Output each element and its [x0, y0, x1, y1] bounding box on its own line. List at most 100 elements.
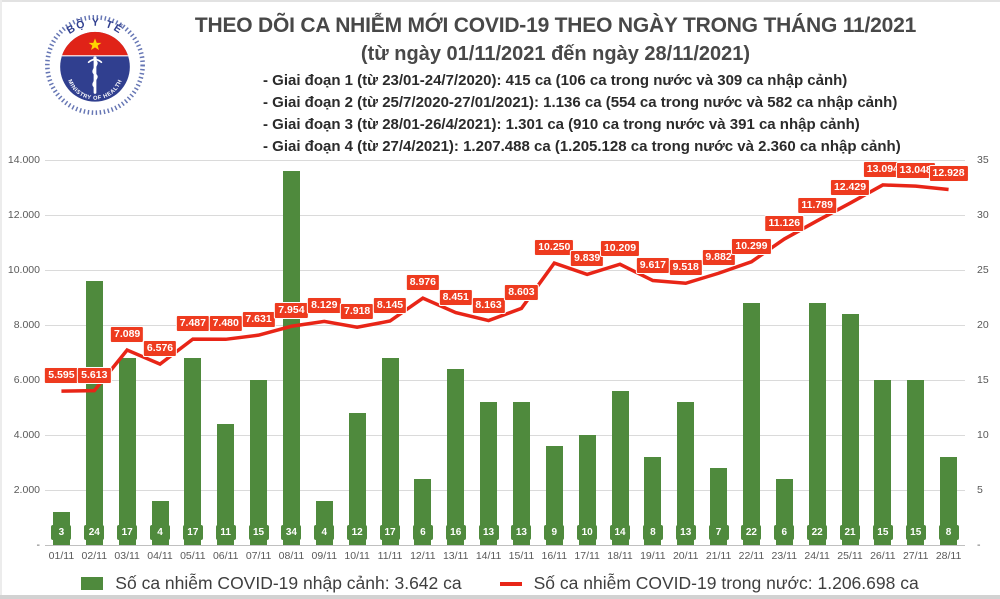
line-value-label: 10.250 — [534, 239, 575, 257]
x-axis-label: 26/11 — [870, 550, 896, 562]
x-axis-label: 21/11 — [705, 550, 732, 562]
line-value-label: 7.480 — [208, 315, 243, 333]
imported-cases-bar — [874, 380, 892, 545]
callout-tab-icon — [419, 540, 426, 545]
grid-line — [45, 270, 965, 271]
x-axis-line — [45, 545, 965, 546]
callout-tab-icon — [682, 540, 689, 545]
logo-star-icon — [88, 38, 102, 51]
imported-cases-bar — [217, 424, 235, 545]
bar-value-callout: 6 — [412, 525, 433, 545]
imported-cases-bar — [545, 446, 563, 545]
logo-asclepius-staff-icon — [87, 56, 103, 94]
imported-cases-bar — [512, 402, 530, 545]
bar-value-callout: 17 — [117, 525, 138, 545]
x-axis-label: 05/11 — [180, 550, 206, 562]
x-axis-label: 15/11 — [508, 550, 535, 562]
imported-cases-bar — [184, 358, 202, 545]
imported-cases-bar — [250, 380, 268, 545]
line-value-label: 7.487 — [175, 315, 210, 333]
line-value-label: 12.429 — [829, 179, 871, 197]
x-axis-label: 03/11 — [114, 550, 140, 562]
grid-line — [45, 380, 965, 381]
line-value-label: 5.613 — [77, 366, 112, 384]
callout-tab-icon — [912, 540, 919, 545]
x-axis-label: 04/11 — [147, 550, 173, 562]
x-axis-label: 14/11 — [475, 550, 502, 562]
line-value-label: 7.631 — [241, 311, 276, 329]
x-axis-label: 24/11 — [804, 550, 830, 562]
x-axis-label: 20/11 — [672, 550, 699, 562]
y-axis-label-left: 4.000 — [13, 429, 40, 441]
callout-tab-icon — [124, 540, 131, 545]
x-axis-label: 16/11 — [541, 550, 568, 562]
callout-tab-icon — [288, 540, 295, 545]
bar-value-callout: 10 — [577, 525, 598, 545]
line-value-label: 8.129 — [307, 297, 342, 315]
grid-line — [45, 435, 965, 436]
callout-tab-icon — [255, 540, 262, 545]
line-value-label: 8.976 — [405, 274, 440, 292]
bar-value-callout: 15 — [872, 525, 893, 545]
line-value-label: 10.209 — [599, 240, 641, 258]
y-axis-label-right: 5 — [977, 484, 983, 496]
x-axis-label: 08/11 — [278, 550, 305, 562]
bar-value-callout: 13 — [511, 525, 532, 545]
imported-cases-bar — [644, 457, 662, 545]
imported-cases-bar — [611, 391, 629, 545]
chart-legend: Số ca nhiễm COVID-19 nhập cảnh: 3.642 ca… — [0, 573, 1000, 594]
bar-value-callout: 8 — [642, 525, 663, 545]
line-value-label: 7.089 — [110, 326, 145, 344]
legend-bar-swatch — [81, 577, 104, 590]
ministry-of-health-logo: BỘ Y TẾ MINISTRY OF HEALTH — [43, 13, 147, 117]
imported-cases-bar — [282, 171, 300, 545]
callout-tab-icon — [715, 540, 722, 545]
x-axis-label: 06/11 — [212, 550, 239, 562]
x-axis-label: 10/11 — [344, 550, 370, 562]
callout-tab-icon — [551, 540, 558, 545]
bar-value-callout: 13 — [675, 525, 696, 545]
x-axis-label: 19/11 — [640, 550, 666, 562]
y-axis-label-right: 25 — [977, 264, 989, 276]
bar-value-callout: 6 — [774, 525, 795, 545]
y-axis-label-left: 14.000 — [7, 154, 40, 166]
callout-tab-icon — [58, 540, 65, 545]
y-axis-label-right: 30 — [977, 209, 989, 221]
x-axis-label: 25/11 — [837, 550, 863, 562]
callout-tab-icon — [91, 540, 98, 545]
imported-cases-bar — [841, 314, 859, 545]
imported-cases-bar — [348, 413, 366, 545]
callout-tab-icon — [189, 540, 196, 545]
imported-cases-bar — [118, 358, 136, 545]
bar-value-callout: 34 — [281, 525, 302, 545]
legend-imported-label: Số ca nhiễm COVID-19 nhập cảnh: 3.642 ca — [115, 573, 462, 593]
imported-cases-bar — [447, 369, 465, 545]
y-axis-label-left: 6.000 — [13, 374, 40, 386]
page-edge-top — [0, 0, 1000, 2]
callout-tab-icon — [617, 540, 623, 545]
bar-value-callout: 9 — [544, 525, 565, 545]
phase-notes: - Giai đoạn 1 (từ 23/01-24/7/2020): 415 … — [263, 70, 901, 158]
bar-value-callout: 14 — [610, 525, 630, 545]
y-axis-label-left: 2.000 — [13, 484, 40, 496]
callout-tab-icon — [748, 540, 755, 545]
page-title: THEO DÕI CA NHIỄM MỚI COVID-19 THEO NGÀY… — [194, 14, 917, 37]
callout-tab-icon — [847, 540, 853, 545]
bar-value-callout: 4 — [150, 525, 170, 545]
x-axis-label: 02/11 — [81, 550, 108, 562]
y-axis-label-left: 10.000 — [7, 264, 40, 276]
callout-tab-icon — [387, 540, 393, 545]
callout-tab-icon — [321, 540, 328, 545]
line-value-label: 8.451 — [438, 288, 473, 306]
imported-cases-bar — [85, 281, 103, 545]
x-axis-label: 27/11 — [902, 550, 929, 562]
line-value-label: 13.094 — [862, 160, 903, 178]
bar-value-callout: 12 — [347, 525, 368, 545]
bar-value-callout: 13 — [478, 525, 499, 545]
imported-cases-bar — [480, 402, 498, 545]
imported-cases-bar — [808, 303, 826, 545]
callout-tab-icon — [879, 540, 886, 545]
y-axis-label-left: 8.000 — [13, 319, 40, 331]
line-value-label: 7.918 — [340, 303, 375, 321]
line-value-label: 8.145 — [372, 297, 408, 314]
